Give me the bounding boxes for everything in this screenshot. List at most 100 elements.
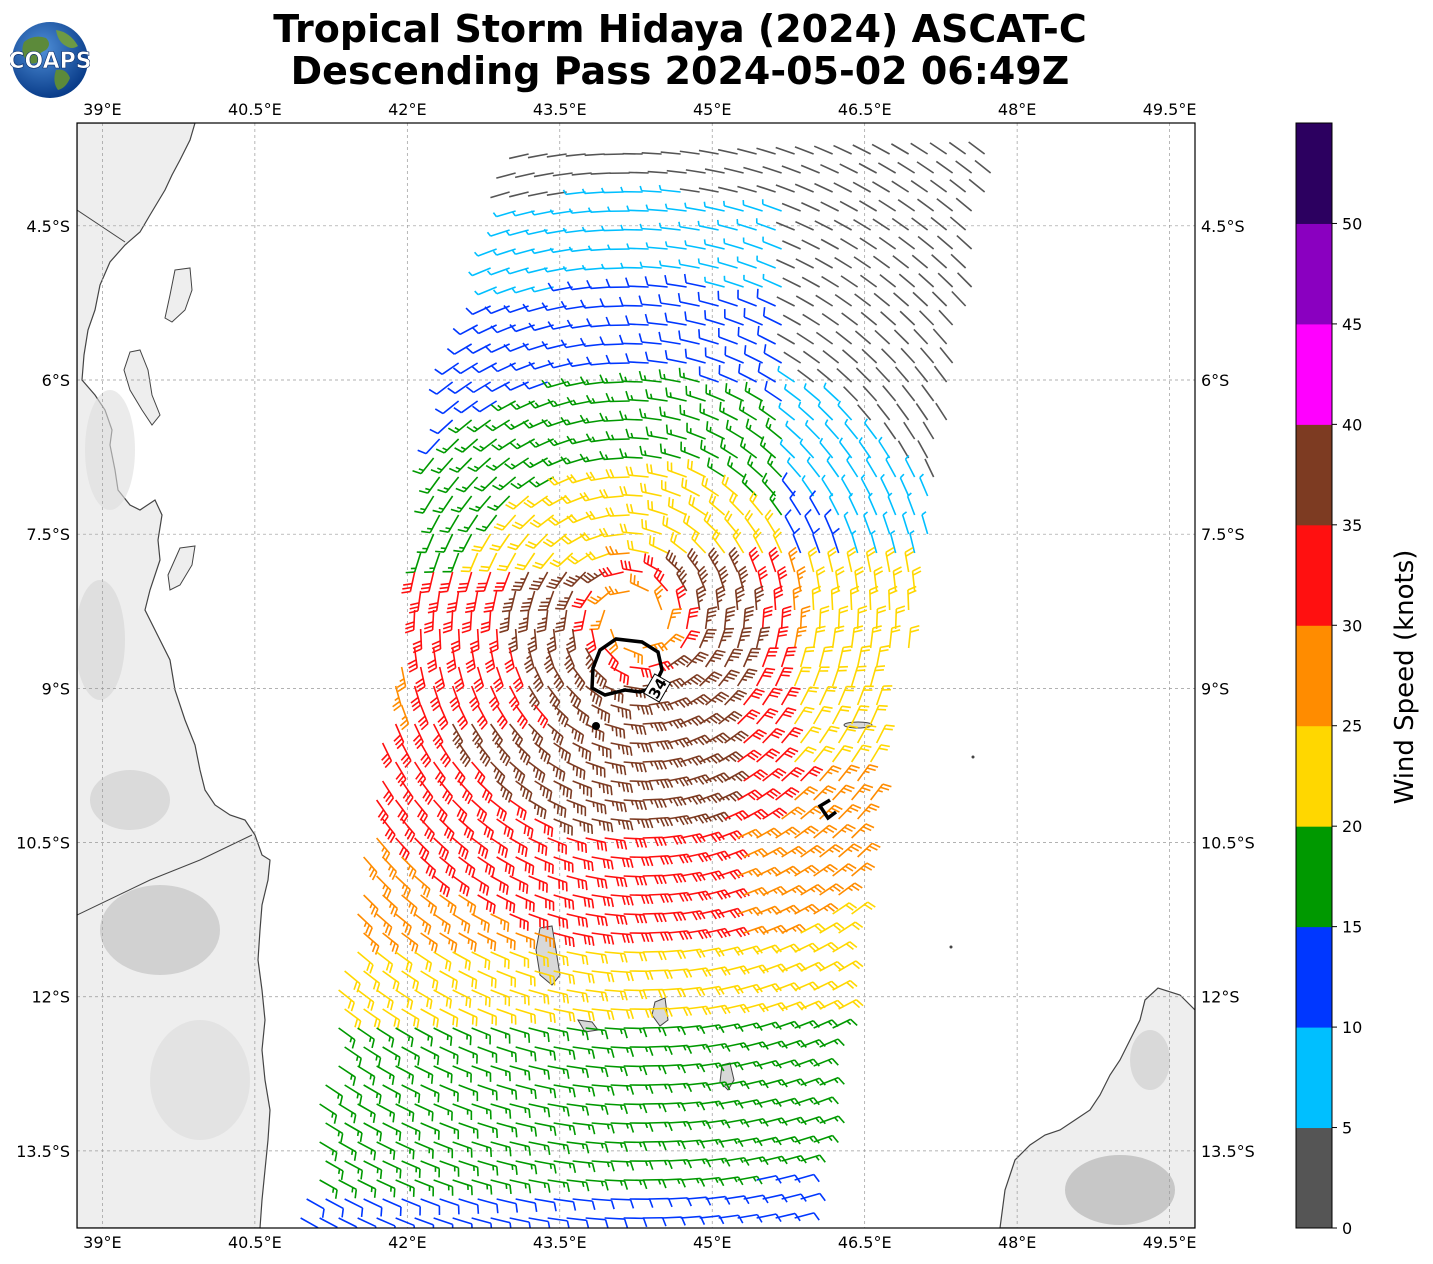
wind-barb <box>496 818 514 840</box>
wind-barb <box>707 547 720 573</box>
wind-barb <box>764 509 777 535</box>
wind-barb <box>917 440 929 459</box>
wind-barb <box>642 760 667 770</box>
wind-barb <box>705 691 730 706</box>
wind-barb <box>838 921 864 934</box>
wind-barb <box>453 666 465 693</box>
wind-barb <box>560 378 586 387</box>
wind-barb <box>610 894 634 906</box>
wind-barb <box>697 291 719 307</box>
wind-barb <box>831 705 851 725</box>
wind-barb <box>604 761 627 776</box>
wind-barb <box>507 533 530 551</box>
wind-barb <box>509 438 536 450</box>
wind-barb <box>744 509 758 535</box>
wind-barb <box>585 799 607 815</box>
wind-barb <box>853 256 872 269</box>
wind-barb <box>794 864 820 877</box>
wind-barb <box>838 803 862 820</box>
wind-barb <box>743 308 763 326</box>
wind-barb <box>861 348 878 364</box>
wind-barb <box>433 1027 453 1046</box>
wind-barb <box>768 546 780 573</box>
wind-barb <box>604 1179 629 1190</box>
wind-barb <box>756 748 781 763</box>
wind-barb <box>682 513 701 535</box>
wind-barb <box>899 473 910 497</box>
wind-barb <box>530 210 554 216</box>
wind-barb <box>325 1160 344 1180</box>
wind-barb <box>648 535 668 554</box>
wind-barb <box>856 605 868 630</box>
wind-barb <box>782 240 801 250</box>
wind-barb <box>509 191 529 198</box>
wind-barb <box>396 666 407 693</box>
wind-barb <box>439 780 454 805</box>
wind-barb <box>645 242 668 250</box>
wind-barb <box>761 199 782 212</box>
wind-barb <box>435 438 460 454</box>
wind-barb <box>363 1198 383 1217</box>
wind-barb <box>844 418 859 440</box>
wind-barb <box>683 273 706 288</box>
wind-barb <box>376 913 393 936</box>
wind-barb <box>547 989 570 1004</box>
wind-barb <box>439 1122 460 1140</box>
wind-barb <box>585 1217 609 1228</box>
wind-barb <box>525 533 549 549</box>
wind-barb <box>447 381 473 394</box>
wind-barb <box>412 457 435 475</box>
wind-barb <box>639 261 662 269</box>
wind-barb <box>873 292 891 307</box>
wind-barb <box>839 163 858 174</box>
wind-barb <box>623 1065 648 1076</box>
wind-barb <box>834 256 853 269</box>
wind-barb <box>467 457 492 473</box>
wind-barb <box>514 172 535 179</box>
wind-barb <box>395 1217 415 1228</box>
wind-barb <box>585 510 611 521</box>
wind-barb <box>490 362 516 373</box>
lon-tick-top: 45°E <box>693 100 731 119</box>
wind-barb <box>912 291 929 307</box>
wind-barb <box>661 796 687 807</box>
logo-text: COAPS <box>10 49 90 74</box>
wind-barb <box>716 219 738 231</box>
wind-barb <box>737 289 757 307</box>
wind-barb <box>620 186 643 193</box>
wind-barb <box>648 1045 673 1055</box>
wind-barb <box>543 228 567 235</box>
wind-barb <box>496 1046 517 1063</box>
wind-barb <box>794 746 817 763</box>
wind-barb <box>717 627 735 649</box>
wind-barb <box>875 605 887 630</box>
wind-barb <box>756 288 776 307</box>
wind-barb <box>719 438 739 459</box>
wind-barb <box>800 1115 826 1125</box>
wind-barb <box>723 309 744 326</box>
wind-barb <box>458 818 475 841</box>
wind-barb <box>619 410 643 421</box>
wind-barb <box>496 932 516 951</box>
wind-barb <box>821 275 840 288</box>
wind-barb <box>580 299 605 309</box>
wind-barb <box>642 1102 667 1113</box>
wind-barb <box>623 1217 648 1228</box>
wind-barb <box>591 742 612 759</box>
wind-barb <box>553 1046 576 1060</box>
wind-barb <box>446 343 473 355</box>
wind-barb <box>642 950 667 961</box>
wind-barb <box>660 151 681 155</box>
wind-barb <box>826 456 840 478</box>
wind-barb <box>718 751 744 763</box>
wind-barb <box>572 818 594 835</box>
wind-barb <box>432 723 444 750</box>
wind-barb <box>363 894 379 918</box>
wind-barb <box>737 565 749 592</box>
wind-barb <box>515 1198 538 1213</box>
wind-barb <box>904 454 916 478</box>
wind-barb <box>566 1065 590 1078</box>
wind-barb <box>851 862 876 877</box>
wind-barb <box>837 400 853 421</box>
wind-barb <box>625 277 649 288</box>
